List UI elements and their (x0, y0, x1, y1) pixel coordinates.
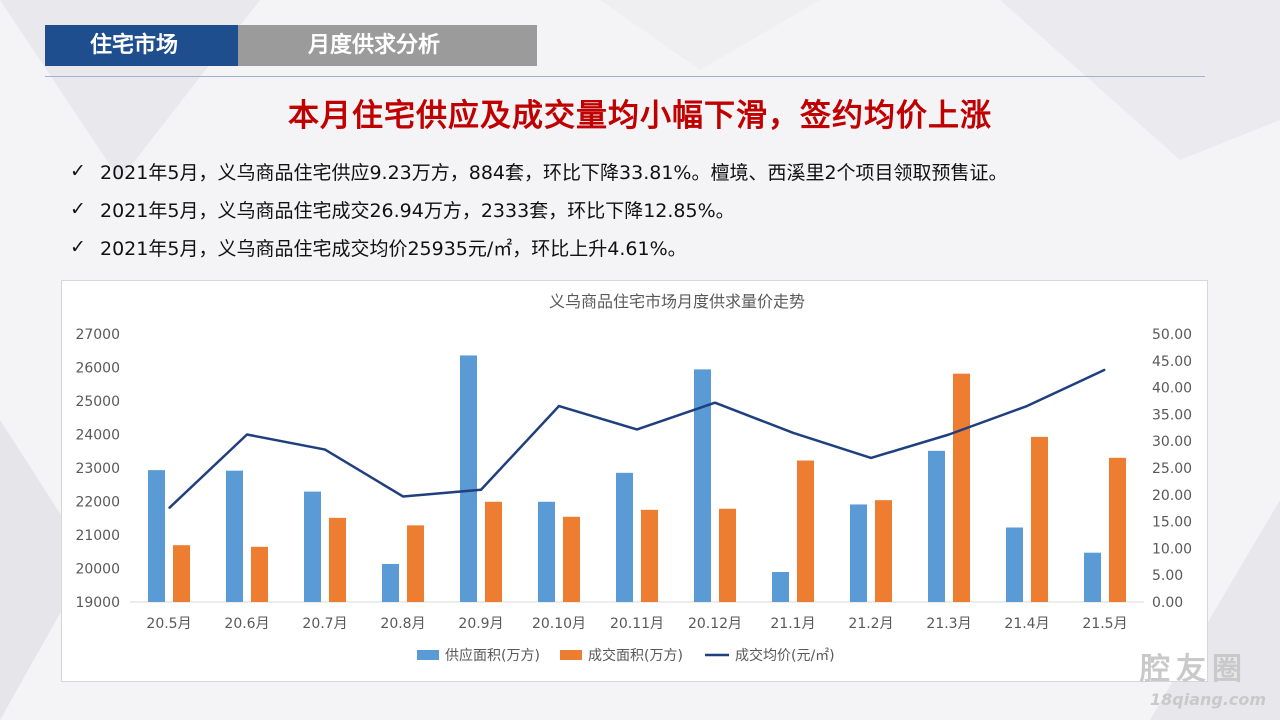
price-point (870, 457, 872, 459)
y-right-tick-label: 15.00 (1152, 515, 1192, 531)
supply-bar (226, 470, 243, 602)
x-tick-label: 20.10月 (532, 616, 586, 632)
supply-bar (304, 491, 321, 602)
x-tick-label: 21.3月 (926, 616, 971, 632)
supply-bar (772, 571, 789, 602)
x-tick-label: 20.11月 (610, 616, 664, 632)
price-point (480, 489, 482, 491)
legend-price-label: 成交均价(元/㎡) (735, 647, 835, 664)
deal-bar (641, 509, 658, 602)
supply-bar (616, 472, 633, 602)
deal-bar (173, 545, 190, 602)
chart-panel: 义乌商品住宅市场月度供求量价走势 27000 26000 25000 24000 2300… (61, 280, 1208, 682)
y-right-tick-label: 50.00 (1152, 327, 1192, 343)
deal-bar (719, 508, 736, 602)
y-right-tick-label: 30.00 (1152, 434, 1192, 450)
price-point (792, 432, 794, 434)
price-point (1026, 405, 1028, 407)
bullet-list: ✓ 2021年5月，义乌商品住宅供应9.23万方，884套，环比下降33.81%… (70, 152, 1008, 266)
y-right-tick-label: 35.00 (1152, 407, 1192, 423)
supply-bar (928, 450, 945, 602)
section-tabs: 住宅市场 月度供求分析 (45, 25, 537, 66)
header-divider (45, 76, 1205, 77)
price-point (948, 434, 950, 435)
deal-bar (953, 373, 970, 602)
deal-bar (407, 525, 424, 602)
y-left-tick-label: 23000 (75, 461, 120, 477)
tab-residential-market[interactable]: 住宅市场 (45, 25, 238, 66)
y-left-tick-label: 25000 (75, 394, 120, 410)
slide-headline: 本月住宅供应及成交量均小幅下滑，签约均价上涨 (288, 98, 992, 134)
legend-supply-label: 供应面积(万方) (445, 647, 540, 664)
y-right-tick-label: 20.00 (1152, 488, 1192, 504)
bullet-text: 2021年5月，义乌商品住宅成交26.94万方，2333套，环比下降12.85%… (100, 199, 735, 222)
bullet-text: 2021年5月，义乌商品住宅成交均价25935元/㎡，环比上升4.61%。 (100, 237, 687, 260)
supply-bar (382, 563, 399, 602)
y-right-tick-label: 40.00 (1152, 381, 1192, 397)
y-left-tick-label: 22000 (75, 495, 120, 511)
deal-bar (797, 460, 814, 602)
x-tick-label: 20.8月 (380, 616, 425, 632)
tab-monthly-supply-demand[interactable]: 月度供求分析 (238, 25, 537, 66)
y-left-tick-label: 21000 (75, 528, 120, 544)
y-left-tick-label: 26000 (75, 361, 120, 377)
x-tick-label: 20.6月 (224, 616, 269, 632)
y-left-tick-label: 19000 (75, 595, 120, 611)
y-right-tick-label: 5.00 (1152, 568, 1183, 584)
x-tick-label: 21.2月 (848, 616, 893, 632)
deal-bar (1031, 436, 1048, 602)
deal-bar (485, 501, 502, 602)
y-left-tick-label: 27000 (75, 327, 120, 343)
x-tick-label: 21.1月 (770, 616, 815, 632)
x-tick-label: 20.5月 (146, 616, 191, 632)
price-point (168, 507, 170, 509)
x-tick-label: 21.5月 (1082, 616, 1127, 632)
y-left-tick-label: 24000 (75, 428, 120, 444)
supply-bar (694, 369, 711, 602)
bullet-item: ✓ 2021年5月，义乌商品住宅成交均价25935元/㎡，环比上升4.61%。 (70, 228, 1008, 266)
combo-chart: 义乌商品住宅市场月度供求量价走势 27000 26000 25000 24000 2300… (75, 292, 1192, 664)
x-tick-label: 21.4月 (1004, 616, 1049, 632)
bullet-item: ✓ 2021年5月，义乌商品住宅供应9.23万方，884套，环比下降33.81%… (70, 152, 1008, 190)
checkmark-icon: ✓ (70, 236, 86, 258)
price-point (636, 428, 638, 430)
y-right-tick-label: 10.00 (1152, 541, 1192, 557)
supply-bar (538, 501, 555, 602)
watermark-url: 18qiang.com (1150, 690, 1267, 709)
y-left-tick-label: 20000 (75, 562, 120, 578)
checkmark-icon: ✓ (70, 198, 86, 220)
deal-bar (329, 517, 346, 602)
price-point (246, 434, 248, 435)
deal-bar (251, 546, 268, 602)
y-right-tick-label: 0.00 (1152, 595, 1183, 611)
deal-bar (875, 500, 892, 602)
x-tick-label: 20.9月 (458, 616, 503, 632)
checkmark-icon: ✓ (70, 160, 86, 182)
deal-bar (1109, 457, 1126, 602)
bullet-item: ✓ 2021年5月，义乌商品住宅成交26.94万方，2333套，环比下降12.8… (70, 190, 1008, 228)
supply-bar (460, 355, 477, 602)
x-tick-label: 20.12月 (688, 616, 742, 632)
price-point (558, 405, 560, 407)
deal-bar (563, 516, 580, 602)
supply-bar (148, 470, 165, 602)
price-point (324, 449, 326, 451)
supply-bar (1084, 552, 1101, 602)
chart-title: 义乌商品住宅市场月度供求量价走势 (549, 292, 805, 311)
legend-deal-swatch (560, 650, 582, 660)
watermark-logo: 腔友圈 (1140, 652, 1248, 687)
supply-bar (850, 504, 867, 602)
price-point (1104, 369, 1106, 371)
y-right-tick-label: 45.00 (1152, 354, 1192, 370)
price-point (714, 402, 716, 404)
legend-supply-swatch (417, 650, 439, 660)
legend-deal-label: 成交面积(万方) (588, 647, 683, 664)
y-right-tick-label: 25.00 (1152, 461, 1192, 477)
supply-bar (1006, 527, 1023, 602)
price-point (402, 495, 404, 497)
bullet-text: 2021年5月，义乌商品住宅供应9.23万方，884套，环比下降33.81%。檀… (100, 161, 1008, 184)
x-tick-label: 20.7月 (302, 616, 347, 632)
